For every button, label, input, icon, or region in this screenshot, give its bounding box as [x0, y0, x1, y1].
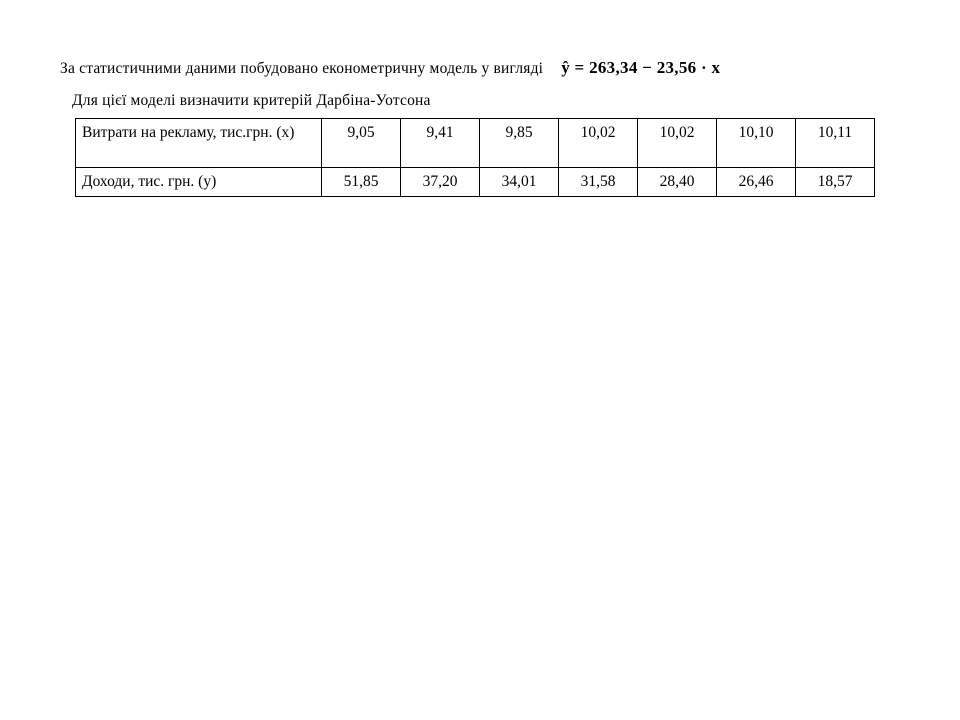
row-label-x: Витрати на рекламу, тис.грн. (х): [75, 118, 322, 168]
intro-line: За статистичними даними побудовано еконо…: [60, 58, 720, 78]
table-cell: 10,11: [795, 118, 875, 168]
table-cell: 10,10: [716, 118, 796, 168]
table-cell: 51,85: [321, 167, 401, 197]
table-cell: 10,02: [637, 118, 717, 168]
table-cell: 34,01: [479, 167, 559, 197]
table-cell: 18,57: [795, 167, 875, 197]
table-cell: 9,41: [400, 118, 480, 168]
table-cell: 31,58: [558, 167, 638, 197]
table-row-y: Доходи, тис. грн. (у) 51,85 37,20 34,01 …: [75, 167, 875, 197]
table-cell: 9,85: [479, 118, 559, 168]
table-cell: 37,20: [400, 167, 480, 197]
table-row-x: Витрати на рекламу, тис.грн. (х) 9,05 9,…: [75, 118, 875, 168]
row-label-y: Доходи, тис. грн. (у): [75, 167, 322, 197]
table-cell: 28,40: [637, 167, 717, 197]
table-cell: 10,02: [558, 118, 638, 168]
regression-formula: ŷ = 263,34 − 23,56 · x: [561, 58, 721, 77]
intro-text: За статистичними даними побудовано еконо…: [60, 60, 544, 77]
table-cell: 26,46: [716, 167, 796, 197]
table-cell: 9,05: [321, 118, 401, 168]
task-text: Для цієї моделі визначити критерій Дарбі…: [72, 92, 431, 109]
data-table: Витрати на рекламу, тис.грн. (х) 9,05 9,…: [75, 118, 875, 197]
